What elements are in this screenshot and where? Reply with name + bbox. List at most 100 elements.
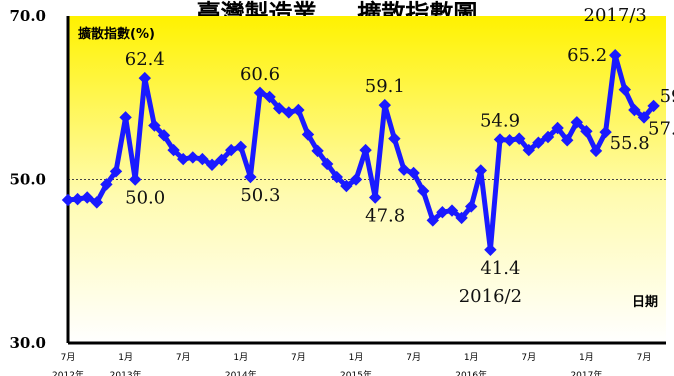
data-point-marker [196, 152, 209, 166]
x-tick-month: 1月 [464, 352, 479, 363]
data-point-marker [455, 211, 468, 225]
data-point-marker [100, 178, 113, 191]
data-point-marker [378, 98, 392, 112]
data-point-marker [522, 143, 536, 157]
x-tick-labels: 7月 2012年 1月 2013年 7月 1月 2014年 7月 1月 2015年 7月 1月 2016… [52, 352, 651, 376]
data-label: 50.0 [125, 188, 165, 209]
data-point-marker [484, 243, 497, 257]
data-point-marker [272, 102, 286, 115]
data-point-marker [416, 184, 430, 198]
x-tick-month: 7月 [61, 352, 76, 363]
data-point-marker [90, 196, 104, 209]
data-point-marker [580, 125, 593, 138]
data-point-marker [426, 214, 440, 227]
x-tick-year: 2016年 [455, 369, 487, 376]
data-point-marker [493, 133, 507, 146]
data-point-marker [608, 49, 622, 62]
y-tick-labels: 70.0 50.0 30.0 [9, 7, 46, 352]
data-point-marker [541, 130, 555, 144]
data-point-marker [464, 200, 478, 213]
data-label: 57.6 [648, 118, 674, 139]
data-point-marker [320, 157, 334, 171]
data-point-marker [368, 191, 382, 204]
data-point-marker [282, 106, 296, 119]
data-label: 2016/2 [459, 286, 522, 307]
data-point-marker [628, 103, 641, 117]
data-label: 65.2 [567, 45, 607, 66]
data-point-marker [618, 83, 632, 96]
data-label: 59.0 [660, 86, 674, 107]
data-point-marker [637, 111, 651, 124]
data-point-marker [560, 134, 574, 147]
data-point-marker [589, 144, 603, 158]
data-point-marker [234, 140, 248, 154]
data-point-marker [148, 119, 161, 132]
data-point-marker [512, 132, 526, 145]
data-label: 55.8 [610, 133, 650, 154]
data-point-marker [311, 144, 324, 158]
data-point-marker [445, 204, 459, 217]
data-point-marker [349, 173, 363, 186]
x-tick-year: 2017年 [570, 369, 602, 376]
x-tick-month: 1月 [233, 352, 248, 363]
data-point-marker [224, 143, 238, 157]
data-point-marker [215, 153, 228, 167]
data-point-marker [186, 151, 200, 164]
data-label: 62.4 [125, 49, 165, 70]
data-point-marker [388, 132, 401, 145]
data-point-marker [551, 121, 564, 135]
data-label: 2017/3 [584, 5, 647, 26]
x-tick-month: 7月 [291, 352, 306, 363]
data-point-marker [340, 179, 353, 193]
data-label: 59.1 [365, 76, 405, 97]
x-tick-month: 1月 [118, 352, 133, 363]
y-tick-label: 30.0 [9, 334, 46, 352]
data-annotations: 62.4 50.0 60.6 50.3 59.1 47.8 54.9 41.4 2016/2 20… [125, 5, 674, 307]
data-point-marker [532, 136, 545, 149]
x-tick-year: 2014年 [225, 369, 257, 376]
data-label: 50.3 [240, 185, 280, 206]
data-point-marker [138, 71, 152, 85]
data-point-marker [647, 99, 660, 113]
plot-area [68, 16, 666, 343]
x-tick-month: 7月 [521, 352, 536, 363]
data-point-marker [253, 86, 267, 100]
data-point-marker [330, 170, 344, 184]
data-point-marker [119, 111, 132, 124]
series-markers [61, 49, 660, 257]
data-point-marker [109, 165, 123, 178]
x-axis-label: 日期 [632, 295, 658, 310]
x-tick-month: 7月 [637, 352, 652, 363]
data-label: 47.8 [365, 205, 405, 226]
x-tick-year: 2015年 [340, 369, 372, 376]
y-axis-label: 擴散指數(%) [78, 26, 155, 42]
data-point-marker [263, 90, 276, 104]
data-point-marker [167, 143, 180, 157]
y-tick-label: 50.0 [9, 171, 46, 189]
x-tick-month: 7月 [406, 352, 421, 363]
data-label: 60.6 [240, 64, 280, 85]
data-point-marker [301, 128, 315, 141]
data-point-marker [570, 116, 584, 129]
x-tick-month: 1月 [349, 352, 364, 363]
data-point-marker [599, 125, 612, 139]
data-point-marker [80, 191, 94, 204]
data-label: 41.4 [480, 258, 520, 279]
data-point-marker [474, 164, 488, 177]
data-point-marker [157, 129, 171, 142]
data-label: 54.9 [480, 110, 520, 131]
data-point-marker [407, 166, 420, 180]
data-point-marker [128, 173, 142, 186]
x-tick-year: 2012年 [52, 369, 84, 376]
data-point-marker [359, 143, 372, 157]
data-point-marker [397, 163, 411, 176]
data-point-marker [61, 193, 75, 207]
data-point-marker [205, 158, 219, 171]
y-tick-label: 70.0 [9, 7, 46, 25]
data-point-marker [244, 170, 257, 184]
x-tick-month: 7月 [176, 352, 191, 363]
data-point-marker [292, 103, 305, 117]
x-tick-year: 2013年 [110, 369, 142, 376]
x-tick-month: 1月 [579, 352, 594, 363]
